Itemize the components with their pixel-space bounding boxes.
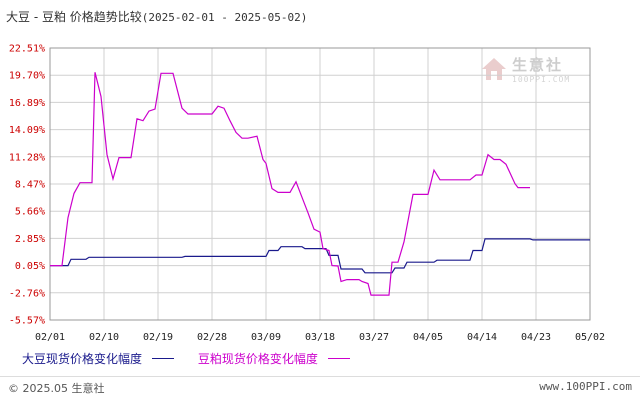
chart-title: 大豆 - 豆粕 价格趋势比较 xyxy=(6,10,142,24)
legend-item-soybean: 大豆现货价格变化幅度 xyxy=(22,350,175,367)
chart-grid xyxy=(49,47,591,321)
x-tick-label: 03/27 xyxy=(359,332,389,343)
x-tick-label: 04/05 xyxy=(413,332,443,343)
y-tick-label: -5.57% xyxy=(9,316,45,327)
footer: © 2025.05 生意社 www.100PPI.com xyxy=(0,376,640,397)
page-title: 大豆 - 豆粕 价格趋势比较(2025-02-01 - 2025-05-02) xyxy=(6,8,307,25)
watermark-sub: 100PPI.COM xyxy=(512,75,571,84)
x-tick-label: 02/10 xyxy=(89,332,119,343)
x-tick-label: 04/23 xyxy=(521,332,551,343)
y-tick-label: 8.47% xyxy=(15,180,45,191)
x-tick-label: 03/18 xyxy=(305,332,335,343)
y-axis-ticks: 22.51% 19.70% 16.89% 14.09% 11.28% 8.47% 5.66%… xyxy=(9,44,45,327)
series-line-soybean xyxy=(50,238,590,274)
y-tick-label: 0.05% xyxy=(15,261,45,272)
y-tick-label: -2.76% xyxy=(9,288,45,299)
y-tick-label: 5.66% xyxy=(15,207,45,218)
x-tick-label: 04/14 xyxy=(467,332,497,343)
legend-item-meal: 豆粕现货价格变化幅度 xyxy=(198,350,350,367)
plot-frame xyxy=(49,47,591,321)
x-axis-ticks: 02/01 02/10 02/19 02/28 03/09 03/18 03/27 04/05… xyxy=(35,332,605,343)
footer-site-link[interactable]: www.100PPI.com xyxy=(539,380,632,393)
y-tick-label: 11.28% xyxy=(9,152,45,163)
y-tick-label: 14.09% xyxy=(9,125,45,136)
y-tick-label: 2.85% xyxy=(15,234,45,245)
x-tick-label: 03/09 xyxy=(251,332,281,343)
footer-copyright: © 2025.05 生意社 xyxy=(8,382,105,395)
series-lines xyxy=(50,72,590,296)
series-line-meal xyxy=(50,72,530,296)
y-tick-label: 16.89% xyxy=(9,98,45,109)
legend-label-meal: 豆粕现货价格变化幅度 xyxy=(197,352,318,366)
x-tick-label: 02/28 xyxy=(197,332,227,343)
x-tick-label: 05/02 xyxy=(575,332,605,343)
x-tick-label: 02/19 xyxy=(143,332,173,343)
legend: 大豆现货价格变化幅度 豆粕现货价格变化幅度 xyxy=(22,350,370,367)
legend-swatch-soybean xyxy=(152,358,175,359)
y-tick-label: 22.51% xyxy=(9,44,45,55)
legend-label-soybean: 大豆现货价格变化幅度 xyxy=(22,352,143,366)
legend-swatch-meal xyxy=(327,358,350,359)
date-range: (2025-02-01 - 2025-05-02) xyxy=(141,11,308,24)
y-tick-label: 19.70% xyxy=(9,71,45,82)
x-tick-label: 02/01 xyxy=(35,332,65,343)
watermark-text: 生意社 xyxy=(512,56,564,74)
